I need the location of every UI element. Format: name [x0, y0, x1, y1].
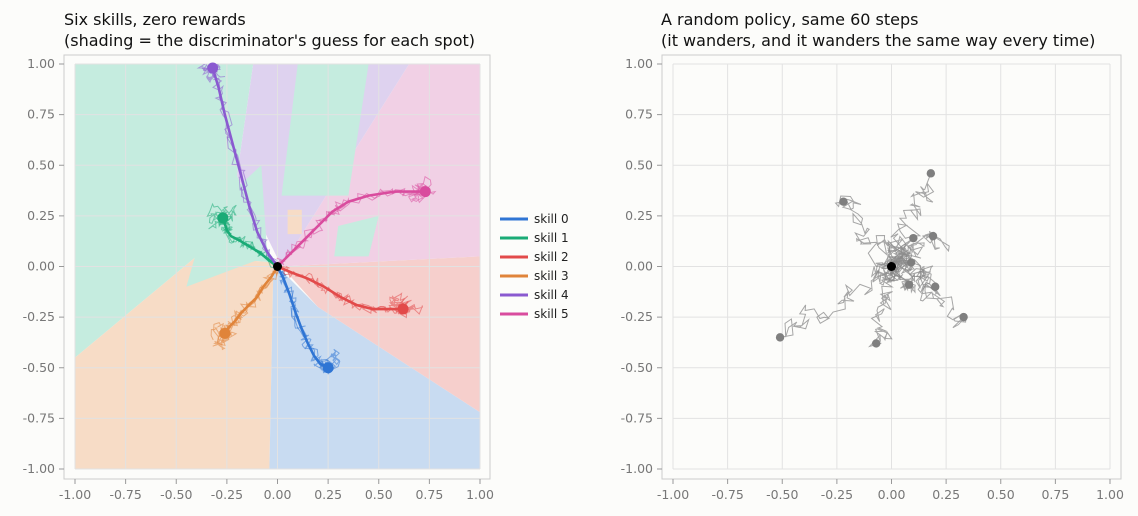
- mean-path-skill-1: [221, 216, 279, 268]
- region-skill-1: [75, 64, 274, 358]
- random-xtick-label: 0.25: [932, 487, 960, 502]
- random-xtick-label: -0.50: [766, 487, 798, 502]
- skills-ytick-label: 0.75: [27, 107, 55, 122]
- random-ytick-label: 1.00: [625, 56, 653, 71]
- random-xtick-label: -1.00: [657, 487, 689, 502]
- mean-path-skill-4: [211, 66, 279, 268]
- random-trajectory: [779, 258, 899, 338]
- skills-ytick-label: -1.00: [23, 461, 55, 476]
- region-skill-2: [281, 256, 480, 413]
- random-xtick-label: 0.50: [987, 487, 1015, 502]
- legend-label-skill-4: skill 4: [534, 288, 569, 302]
- skills-xtick-label: -0.75: [109, 487, 141, 502]
- random-ytick-label: 0.50: [625, 157, 653, 172]
- random-endpoint: [872, 339, 881, 348]
- skills-xtick-label: 0.25: [314, 487, 342, 502]
- region-skill-3-patch: [287, 209, 302, 235]
- region-skill-1-upper: [281, 64, 369, 196]
- endpoint-skill-1: [217, 212, 229, 224]
- region-skill-3: [75, 256, 274, 469]
- random-xtick-label: 0.00: [878, 487, 906, 502]
- skills-xtick-label: -0.50: [160, 487, 192, 502]
- skills-xtick-label: -0.25: [211, 487, 243, 502]
- legend-label-skill-5: skill 5: [534, 307, 569, 321]
- skills-ytick-label: 0.50: [27, 157, 55, 172]
- skills-xtick-label: -1.00: [59, 487, 91, 502]
- random-endpoints: [775, 169, 968, 348]
- random-endpoint: [775, 333, 785, 342]
- skills-xtick-label: 1.00: [466, 487, 494, 502]
- skills-ytick-label: -0.25: [23, 309, 55, 324]
- mean-path-skill-3: [223, 265, 279, 335]
- random-chart-subtitle: (it wanders, and it wanders the same way…: [661, 31, 1095, 50]
- random-endpoint: [931, 282, 940, 291]
- skills-ytick-label: -0.50: [23, 360, 55, 375]
- endpoint-skill-4: [207, 62, 219, 74]
- skills-xtick-label: 0.50: [365, 487, 393, 502]
- random-ytick-label: -0.25: [621, 309, 653, 324]
- random-endpoint: [928, 231, 938, 241]
- random-endpoint: [839, 197, 848, 206]
- legend-label-skill-1: skill 1: [534, 231, 569, 245]
- skills-chart-subtitle: (shading = the discriminator's guess for…: [64, 31, 475, 50]
- random-trajectory: [867, 266, 896, 348]
- mean-path-skill-2: [276, 265, 405, 311]
- region-skill-0: [269, 262, 480, 469]
- start-point: [273, 262, 282, 271]
- skills-ytick-label: -0.75: [23, 410, 55, 425]
- mean-path-skill-5: [276, 190, 427, 268]
- random-tick-labels: -1.00 -0.75 -0.50 -0.25 0.00 0.25 0.50 0.75 1.00…: [621, 56, 1124, 502]
- random-ytick-label: -0.75: [621, 410, 653, 425]
- legend-label-skill-0: skill 0: [534, 212, 569, 226]
- skills-xtick-label: 0.75: [415, 487, 443, 502]
- skills-chart-title: Six skills, zero rewards: [64, 10, 246, 29]
- random-endpoint: [904, 280, 914, 289]
- random-policy-chart: A random policy, same 60 steps (it wande…: [621, 10, 1124, 502]
- random-endpoint: [906, 258, 916, 267]
- skills-mean-paths: [207, 62, 431, 374]
- skills-chart: Six skills, zero rewards (shading = the …: [23, 10, 569, 502]
- random-ytick-label: 0.25: [625, 208, 653, 223]
- skills-xtick-label: 0.00: [264, 487, 292, 502]
- endpoint-skill-2: [397, 303, 409, 315]
- endpoint-skill-0: [322, 362, 334, 374]
- region-skill-1-patch: [334, 215, 379, 257]
- endpoint-skill-3: [219, 327, 231, 339]
- random-endpoint: [926, 169, 936, 178]
- mean-path-skill-0: [276, 265, 330, 370]
- skills-ytick-label: 0.25: [27, 208, 55, 223]
- random-xtick-label: 0.75: [1041, 487, 1069, 502]
- random-ytick-label: 0.00: [625, 259, 653, 274]
- random-ytick-label: -1.00: [621, 461, 653, 476]
- random-xtick-label: 1.00: [1096, 487, 1124, 502]
- skills-legend: skill 0 skill 1 skill 2 skill 3 skill 4 skill…: [500, 212, 569, 321]
- legend-label-skill-3: skill 3: [534, 269, 569, 283]
- random-xtick-label: -0.75: [711, 487, 743, 502]
- random-xtick-label: -0.25: [821, 487, 853, 502]
- random-chart-title: A random policy, same 60 steps: [661, 10, 919, 29]
- random-ytick-label: 0.75: [625, 107, 653, 122]
- skills-ytick-label: 0.00: [27, 259, 55, 274]
- endpoint-skill-5: [419, 186, 431, 198]
- random-start-point: [887, 262, 896, 271]
- skills-ytick-label: 1.00: [27, 56, 55, 71]
- skills-tick-labels: -1.00 -0.75 -0.50 -0.25 0.00 0.25 0.50 0.75 1.00…: [23, 56, 494, 502]
- random-endpoint: [959, 312, 968, 322]
- random-endpoint: [909, 233, 918, 243]
- legend-label-skill-2: skill 2: [534, 250, 569, 264]
- random-ytick-label: -0.50: [621, 360, 653, 375]
